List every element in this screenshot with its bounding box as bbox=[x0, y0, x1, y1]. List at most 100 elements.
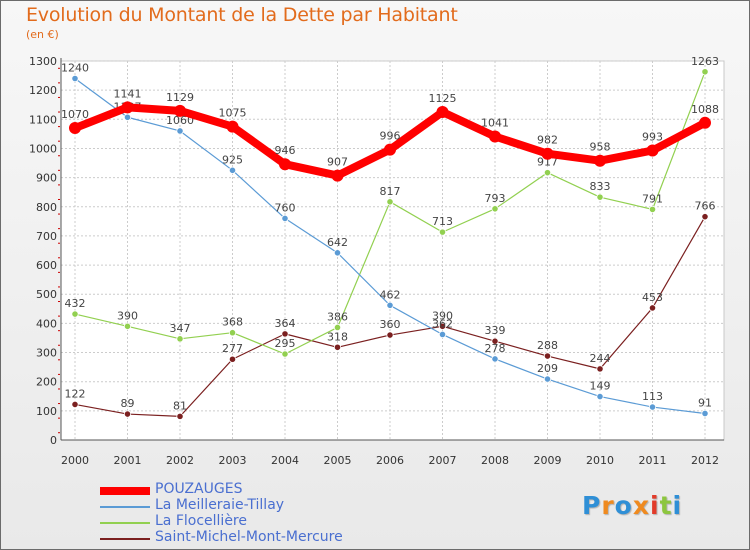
data-label-la-flocelliere: 917 bbox=[537, 156, 558, 169]
data-point-la-meilleraie-tillay bbox=[543, 375, 552, 383]
x-tick-label: 2000 bbox=[61, 454, 89, 467]
x-tick-label: 2010 bbox=[586, 454, 614, 467]
data-label-pouzauges: 958 bbox=[590, 141, 611, 154]
data-label-saint-michel-mont-mercure: 364 bbox=[275, 317, 296, 330]
data-point-la-meilleraie-tillay bbox=[438, 330, 447, 339]
data-label-la-flocelliere: 793 bbox=[485, 192, 506, 205]
logo-letter: o bbox=[614, 491, 633, 520]
data-point-pouzauges bbox=[121, 101, 134, 114]
data-label-pouzauges: 993 bbox=[642, 131, 663, 144]
data-point-pouzauges bbox=[699, 116, 711, 129]
data-label-pouzauges: 1041 bbox=[481, 117, 509, 130]
x-tick-label: 2012 bbox=[691, 454, 719, 467]
data-label-la-flocelliere: 368 bbox=[222, 316, 243, 329]
data-point-saint-michel-mont-mercure bbox=[123, 410, 132, 418]
y-tick-label: 1300 bbox=[29, 55, 57, 68]
y-tick-label: 1200 bbox=[29, 84, 57, 97]
x-tick-label: 2001 bbox=[114, 454, 142, 467]
x-tick-label: 2006 bbox=[376, 454, 404, 467]
x-tick-label: 2002 bbox=[166, 454, 194, 467]
data-point-pouzauges bbox=[489, 130, 501, 143]
data-label-pouzauges: 1088 bbox=[691, 103, 719, 116]
legend-swatch-saint-michel-mont-mercure bbox=[100, 538, 150, 540]
y-tick-label: 800 bbox=[36, 201, 57, 214]
data-point-la-flocelliere bbox=[71, 310, 79, 318]
data-label-la-meilleraie-tillay: 113 bbox=[642, 390, 663, 403]
legend-label-la-flocelliere: La Flocellière bbox=[155, 513, 247, 529]
data-point-la-meilleraie-tillay bbox=[701, 409, 709, 418]
data-label-pouzauges: 1125 bbox=[429, 92, 457, 105]
data-label-la-meilleraie-tillay: 149 bbox=[590, 380, 611, 393]
data-point-pouzauges bbox=[174, 104, 186, 117]
legend-item-la-meilleraie-tillay: La Meilleraie-Tillay bbox=[100, 497, 430, 515]
data-point-saint-michel-mont-mercure bbox=[438, 322, 447, 330]
data-point-la-flocelliere bbox=[701, 68, 709, 76]
data-point-pouzauges bbox=[594, 154, 606, 167]
data-point-la-meilleraie-tillay bbox=[123, 113, 132, 121]
x-tick-label: 2007 bbox=[429, 454, 457, 467]
data-point-la-flocelliere bbox=[543, 169, 552, 177]
y-tick-label: 700 bbox=[36, 230, 57, 243]
data-point-pouzauges bbox=[279, 158, 291, 171]
data-label-pouzauges: 1075 bbox=[219, 107, 247, 120]
logo-letter: P bbox=[582, 491, 602, 520]
data-label-la-flocelliere: 347 bbox=[170, 322, 191, 335]
y-tick-label: 300 bbox=[36, 347, 57, 360]
chart-title: Evolution du Montant de la Dette par Hab… bbox=[26, 4, 458, 26]
data-label-la-meilleraie-tillay: 91 bbox=[698, 396, 712, 409]
y-tick-label: 900 bbox=[36, 172, 57, 185]
data-point-la-meilleraie-tillay bbox=[333, 249, 342, 257]
data-label-la-flocelliere: 432 bbox=[65, 297, 86, 310]
x-tick-label: 2011 bbox=[639, 454, 667, 467]
proxiti-logo: Proxiti bbox=[582, 491, 682, 520]
data-label-la-meilleraie-tillay: 278 bbox=[485, 342, 506, 355]
legend-label-pouzauges: POUZAUGES bbox=[155, 481, 243, 497]
data-point-pouzauges bbox=[541, 147, 554, 160]
data-point-la-meilleraie-tillay bbox=[228, 166, 237, 174]
data-point-saint-michel-mont-mercure bbox=[701, 213, 709, 221]
data-point-pouzauges bbox=[226, 120, 239, 133]
y-tick-label: 200 bbox=[36, 376, 57, 389]
data-point-la-meilleraie-tillay bbox=[596, 392, 604, 401]
data-label-la-flocelliere: 295 bbox=[275, 337, 296, 350]
data-label-pouzauges: 946 bbox=[275, 144, 296, 157]
x-tick-label: 2005 bbox=[324, 454, 352, 467]
legend-swatch-la-meilleraie-tillay bbox=[100, 506, 150, 508]
data-label-la-flocelliere: 817 bbox=[380, 185, 401, 198]
data-point-saint-michel-mont-mercure bbox=[176, 412, 184, 420]
data-point-pouzauges bbox=[646, 144, 659, 157]
data-label-pouzauges: 907 bbox=[327, 156, 348, 169]
data-point-pouzauges bbox=[69, 122, 81, 135]
data-label-pouzauges: 996 bbox=[380, 130, 401, 143]
logo-letter: i bbox=[672, 491, 683, 520]
data-label-la-meilleraie-tillay: 462 bbox=[380, 288, 401, 301]
data-label-pouzauges: 982 bbox=[537, 134, 558, 147]
data-label-la-meilleraie-tillay: 1060 bbox=[166, 114, 194, 127]
data-point-la-flocelliere bbox=[491, 205, 499, 213]
data-point-la-flocelliere bbox=[386, 198, 394, 206]
data-point-la-meilleraie-tillay bbox=[71, 74, 79, 83]
data-point-saint-michel-mont-mercure bbox=[648, 304, 657, 312]
data-label-pouzauges: 1129 bbox=[166, 91, 194, 104]
data-point-la-flocelliere bbox=[228, 329, 237, 337]
data-point-la-flocelliere bbox=[123, 322, 132, 330]
y-tick-label: 1100 bbox=[29, 113, 57, 126]
data-point-pouzauges bbox=[331, 169, 344, 182]
data-point-la-flocelliere bbox=[333, 323, 342, 332]
data-point-saint-michel-mont-mercure bbox=[596, 365, 604, 373]
data-point-saint-michel-mont-mercure bbox=[228, 355, 237, 363]
data-point-la-flocelliere bbox=[176, 335, 184, 343]
data-label-saint-michel-mont-mercure: 81 bbox=[173, 399, 187, 412]
data-point-saint-michel-mont-mercure bbox=[281, 330, 289, 338]
y-tick-label: 400 bbox=[36, 317, 57, 330]
logo-letter: i bbox=[650, 491, 660, 520]
y-tick-label: 1000 bbox=[29, 142, 57, 155]
data-point-saint-michel-mont-mercure bbox=[333, 343, 342, 351]
data-point-la-flocelliere bbox=[438, 228, 447, 236]
legend-item-la-flocelliere: La Flocellière bbox=[100, 513, 430, 531]
chart-subtitle: (en €) bbox=[26, 28, 59, 41]
y-tick-label: 0 bbox=[50, 434, 57, 447]
data-point-saint-michel-mont-mercure bbox=[71, 400, 79, 409]
data-point-saint-michel-mont-mercure bbox=[491, 337, 499, 345]
x-tick-label: 2004 bbox=[271, 454, 299, 467]
